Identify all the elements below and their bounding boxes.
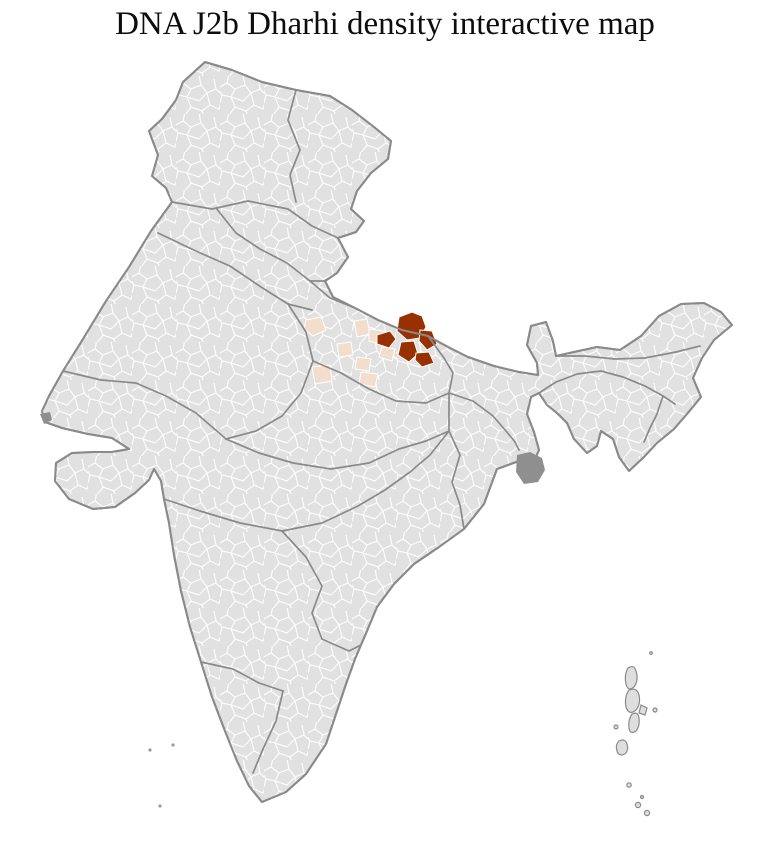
district-low-2[interactable] [353,318,371,338]
district-low-4[interactable] [378,346,396,362]
district-low-6[interactable] [354,356,372,372]
sundarbans-delta-shade [516,452,545,484]
map-title: DNA J2b Dharhi density interactive map [115,6,655,42]
kutch-creek-shade [40,412,52,424]
district-high-3[interactable] [397,340,419,363]
district-low-7[interactable] [358,371,379,388]
density-districts-high [376,311,438,368]
andaman-nicobar-islands[interactable] [613,651,658,817]
country-border [41,61,733,803]
district-low-1[interactable] [303,316,327,337]
lakshadweep-islands[interactable] [148,743,175,808]
district-high-2[interactable] [376,330,397,349]
district-low-8[interactable] [336,341,354,358]
district-high-5[interactable] [414,351,435,368]
